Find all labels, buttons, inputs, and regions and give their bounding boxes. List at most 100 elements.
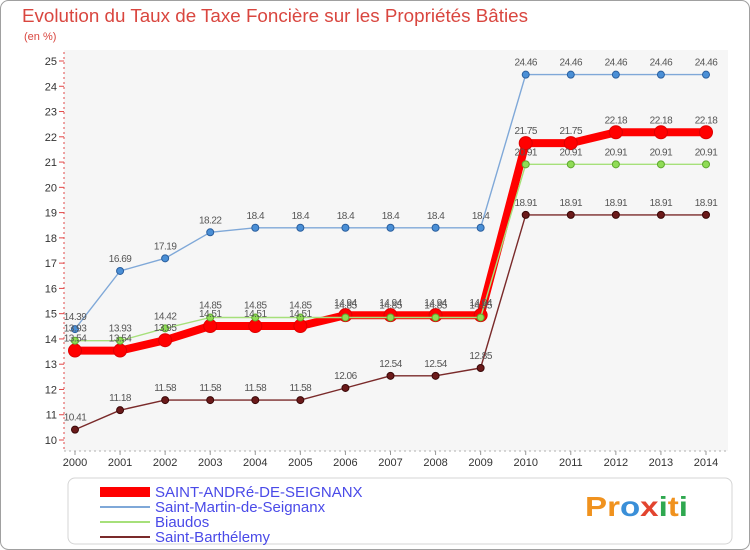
data-point bbox=[68, 343, 82, 358]
data-point bbox=[566, 70, 575, 79]
data-label: 18.91 bbox=[605, 198, 628, 209]
data-label: 18.91 bbox=[650, 198, 673, 209]
data-point bbox=[431, 313, 440, 322]
data-label: 14.51 bbox=[289, 309, 312, 320]
data-point bbox=[653, 125, 668, 140]
data-label: 14.85 bbox=[244, 300, 267, 311]
y-tick-label: 20 bbox=[45, 182, 57, 194]
chart-title: Evolution du Taux de Taxe Foncière sur l… bbox=[22, 6, 528, 26]
data-label: 21.75 bbox=[560, 126, 583, 137]
y-tick-label: 15 bbox=[45, 309, 57, 321]
data-point bbox=[656, 70, 665, 79]
data-point bbox=[611, 160, 620, 169]
data-point bbox=[158, 333, 173, 348]
data-point bbox=[431, 223, 440, 232]
data-point bbox=[71, 336, 79, 345]
data-label: 20.91 bbox=[605, 147, 628, 158]
data-point bbox=[386, 223, 395, 232]
unit-label: (en %) bbox=[24, 31, 56, 43]
x-tick-label: 2001 bbox=[108, 457, 132, 469]
data-label: 14.94 bbox=[334, 298, 357, 309]
x-tick-label: 2014 bbox=[694, 457, 718, 469]
data-label: 17.19 bbox=[154, 241, 177, 252]
data-point bbox=[206, 396, 215, 405]
data-point bbox=[116, 336, 125, 345]
data-point bbox=[611, 210, 620, 219]
data-label: 14.51 bbox=[244, 309, 267, 320]
x-tick-label: 2003 bbox=[198, 457, 222, 469]
data-point bbox=[611, 70, 620, 79]
data-point bbox=[521, 210, 530, 219]
data-point bbox=[341, 223, 350, 232]
data-label: 18.22 bbox=[199, 215, 222, 226]
legend-label: Saint-Barthélemy bbox=[155, 529, 271, 546]
y-tick-label: 21 bbox=[45, 157, 57, 169]
data-point bbox=[71, 425, 79, 434]
data-label: 22.18 bbox=[650, 115, 673, 126]
data-label: 14.85 bbox=[469, 300, 492, 311]
x-tick-label: 2006 bbox=[333, 457, 357, 469]
data-label: 14.85 bbox=[289, 300, 312, 311]
y-axis-ticks: 10 11 12 13 14 15 16 17 18 19 20 21 22 23 24 25 bbox=[45, 56, 64, 447]
y-tick-label: 14 bbox=[45, 334, 57, 346]
data-point bbox=[521, 160, 530, 169]
x-tick-label: 2008 bbox=[423, 457, 447, 469]
x-tick-label: 2011 bbox=[559, 457, 583, 469]
data-label: 18.91 bbox=[560, 198, 583, 209]
x-tick-label: 2012 bbox=[604, 457, 628, 469]
legend-label: SAINT-ANDRé-DE-SEIGNANX bbox=[155, 484, 363, 501]
series-2 bbox=[71, 160, 710, 345]
data-label: 13.95 bbox=[154, 323, 177, 334]
data-point bbox=[566, 210, 575, 219]
data-point bbox=[296, 396, 305, 405]
data-point bbox=[566, 160, 575, 169]
data-label: 24.46 bbox=[605, 58, 628, 69]
y-tick-label: 10 bbox=[45, 435, 57, 447]
legend-label: Saint-Martin-de-Seignanx bbox=[155, 499, 326, 516]
data-label: 20.91 bbox=[695, 147, 718, 158]
data-point bbox=[248, 319, 263, 334]
y-tick-label: 24 bbox=[45, 81, 57, 93]
data-label: 14.51 bbox=[199, 309, 222, 320]
x-tick-label: 2009 bbox=[468, 457, 492, 469]
y-tick-label: 16 bbox=[45, 283, 57, 295]
data-label: 20.91 bbox=[514, 147, 537, 158]
data-point bbox=[702, 70, 710, 79]
data-point bbox=[251, 223, 260, 232]
y-tick-label: 17 bbox=[45, 258, 57, 270]
data-point bbox=[608, 125, 623, 140]
data-point bbox=[116, 266, 125, 275]
data-label: 21.75 bbox=[514, 126, 537, 137]
data-label: 16.69 bbox=[109, 254, 132, 265]
data-label: 18.4 bbox=[247, 211, 265, 222]
y-tick-label: 23 bbox=[45, 107, 57, 119]
data-point bbox=[293, 319, 308, 334]
data-point bbox=[476, 223, 485, 232]
data-label: 12.54 bbox=[424, 359, 447, 370]
logo-letter: i bbox=[679, 491, 688, 522]
data-point bbox=[702, 210, 710, 219]
legend: SAINT-ANDRé-DE-SEIGNANXSaint-Martin-de-S… bbox=[100, 484, 363, 546]
x-tick-label: 2007 bbox=[378, 457, 402, 469]
data-label: 20.91 bbox=[650, 147, 673, 158]
data-label: 14.85 bbox=[379, 300, 402, 311]
y-tick-label: 22 bbox=[45, 132, 57, 144]
data-label: 18.4 bbox=[472, 211, 490, 222]
data-point bbox=[386, 313, 395, 322]
data-label: 13.54 bbox=[109, 334, 132, 345]
data-label: 18.91 bbox=[514, 198, 537, 209]
data-labels: 13.54 13.54 13.95 14.51 14.51 14.51 14.94 14.94… bbox=[64, 58, 719, 424]
data-label: 24.46 bbox=[514, 58, 537, 69]
data-point bbox=[518, 136, 533, 151]
data-label: 11.58 bbox=[244, 383, 267, 394]
data-point bbox=[656, 160, 665, 169]
logo-letter: t bbox=[668, 491, 679, 522]
data-label: 14.94 bbox=[379, 298, 402, 309]
legend-item: SAINT-ANDRé-DE-SEIGNANX bbox=[100, 484, 363, 501]
data-label: 14.85 bbox=[199, 300, 222, 311]
data-label: 14.42 bbox=[154, 311, 177, 322]
logo-letter: i bbox=[659, 491, 668, 522]
data-label: 18.4 bbox=[382, 211, 400, 222]
data-label: 13.93 bbox=[109, 324, 132, 335]
